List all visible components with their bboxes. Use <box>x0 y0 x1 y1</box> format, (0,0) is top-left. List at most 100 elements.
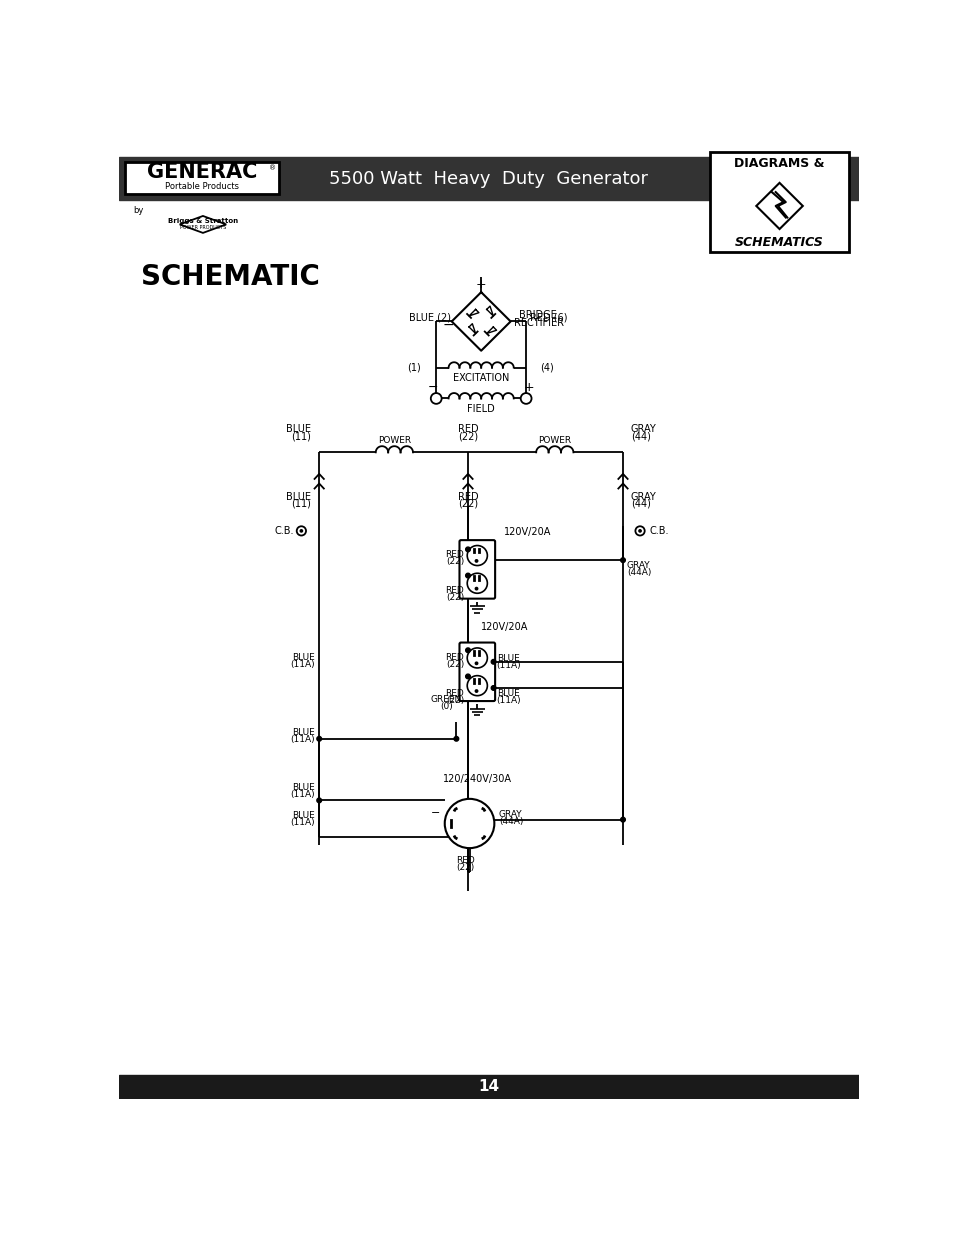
Text: −: − <box>441 319 454 332</box>
Circle shape <box>467 573 487 593</box>
Text: RED: RED <box>445 652 464 662</box>
Text: (44A): (44A) <box>626 568 651 577</box>
Text: −: − <box>430 808 439 818</box>
Text: RED: RED <box>457 425 477 435</box>
Text: (0): (0) <box>439 701 453 711</box>
Text: ®: ® <box>269 165 276 170</box>
Text: Briggs & Stratton: Briggs & Stratton <box>168 219 237 225</box>
Text: DIAGRAMS &: DIAGRAMS & <box>734 157 824 170</box>
Text: GRAY: GRAY <box>626 561 650 571</box>
Text: (44): (44) <box>630 499 650 509</box>
Circle shape <box>491 685 496 690</box>
Circle shape <box>431 393 441 404</box>
Text: (11A): (11A) <box>291 819 315 827</box>
Circle shape <box>467 676 487 695</box>
Circle shape <box>467 648 487 668</box>
Text: (22): (22) <box>445 593 464 603</box>
Text: 120/240V/30A: 120/240V/30A <box>442 774 511 784</box>
Text: RED: RED <box>445 551 464 559</box>
Text: (11A): (11A) <box>497 661 520 671</box>
Text: POWER: POWER <box>377 436 411 445</box>
FancyBboxPatch shape <box>459 642 495 701</box>
Text: 120V/20A: 120V/20A <box>504 527 551 537</box>
Text: BLUE: BLUE <box>286 492 311 501</box>
Text: Portable Products: Portable Products <box>165 182 239 191</box>
Text: (11): (11) <box>292 499 311 509</box>
Text: −: − <box>428 382 438 394</box>
Text: BLUE: BLUE <box>286 425 311 435</box>
Text: (22): (22) <box>445 695 464 705</box>
Circle shape <box>520 393 531 404</box>
Bar <box>125 162 278 194</box>
Circle shape <box>620 558 624 562</box>
Text: (11A): (11A) <box>497 695 520 705</box>
Text: GREEN: GREEN <box>430 695 461 704</box>
Text: RED (6): RED (6) <box>530 312 567 322</box>
Text: (22): (22) <box>457 499 477 509</box>
Circle shape <box>474 559 478 563</box>
Bar <box>709 152 848 252</box>
Circle shape <box>454 736 458 741</box>
Text: EXCITATION: EXCITATION <box>453 373 509 383</box>
Text: (11A): (11A) <box>291 789 315 799</box>
Text: (1): (1) <box>407 363 420 373</box>
Text: (4): (4) <box>539 363 554 373</box>
Text: +: + <box>523 382 534 394</box>
Circle shape <box>467 546 487 566</box>
Circle shape <box>465 648 470 652</box>
Text: C.B.: C.B. <box>274 526 294 536</box>
Text: RED: RED <box>445 587 464 595</box>
Text: (22): (22) <box>445 659 464 668</box>
Circle shape <box>316 736 321 741</box>
Text: SCHEMATICS: SCHEMATICS <box>735 236 823 249</box>
Text: GRAY: GRAY <box>630 492 656 501</box>
Text: BLUE: BLUE <box>293 653 315 662</box>
Text: (44): (44) <box>630 432 650 442</box>
Circle shape <box>635 526 644 536</box>
Text: 120V/20A: 120V/20A <box>480 622 528 632</box>
Text: (11A): (11A) <box>291 735 315 743</box>
Text: BLUE: BLUE <box>497 689 518 698</box>
Circle shape <box>316 798 321 803</box>
Text: (22): (22) <box>445 557 464 566</box>
Text: (11A): (11A) <box>291 661 315 669</box>
Text: GRAY: GRAY <box>630 425 656 435</box>
Text: (22): (22) <box>457 432 477 442</box>
Circle shape <box>620 818 624 823</box>
Text: BRIDGE: BRIDGE <box>518 310 556 320</box>
Text: 14: 14 <box>477 1079 499 1094</box>
Text: (22): (22) <box>456 863 475 872</box>
FancyBboxPatch shape <box>459 540 495 599</box>
Text: RED: RED <box>457 492 477 501</box>
Text: FIELD: FIELD <box>467 404 495 414</box>
Text: RECTIFIER: RECTIFIER <box>514 317 564 329</box>
Text: BLUE: BLUE <box>293 783 315 792</box>
Text: BLUE: BLUE <box>497 655 518 663</box>
Circle shape <box>639 530 640 532</box>
Bar <box>119 157 858 200</box>
Text: GENERAC: GENERAC <box>147 163 257 183</box>
Text: C.B.: C.B. <box>649 526 668 536</box>
Text: GRAY: GRAY <box>498 810 522 819</box>
Circle shape <box>491 659 496 664</box>
Text: BLUE (2): BLUE (2) <box>409 312 451 322</box>
Text: BLUE: BLUE <box>293 729 315 737</box>
Text: RED: RED <box>456 856 475 864</box>
Text: RED: RED <box>445 689 464 698</box>
Circle shape <box>444 799 494 848</box>
Text: SCHEMATIC: SCHEMATIC <box>141 263 319 290</box>
Circle shape <box>300 530 302 532</box>
Circle shape <box>465 547 470 552</box>
Bar <box>119 1074 858 1099</box>
Circle shape <box>465 573 470 578</box>
Circle shape <box>465 674 470 679</box>
Circle shape <box>296 526 306 536</box>
Text: POWER: POWER <box>537 436 571 445</box>
Circle shape <box>474 587 478 590</box>
Text: POWER PRODUCTS: POWER PRODUCTS <box>179 225 226 230</box>
Text: 5500 Watt  Heavy  Duty  Generator: 5500 Watt Heavy Duty Generator <box>329 169 648 188</box>
Text: (44A): (44A) <box>498 816 523 826</box>
Text: BLUE: BLUE <box>293 811 315 820</box>
Text: by: by <box>133 206 143 215</box>
Circle shape <box>474 662 478 666</box>
